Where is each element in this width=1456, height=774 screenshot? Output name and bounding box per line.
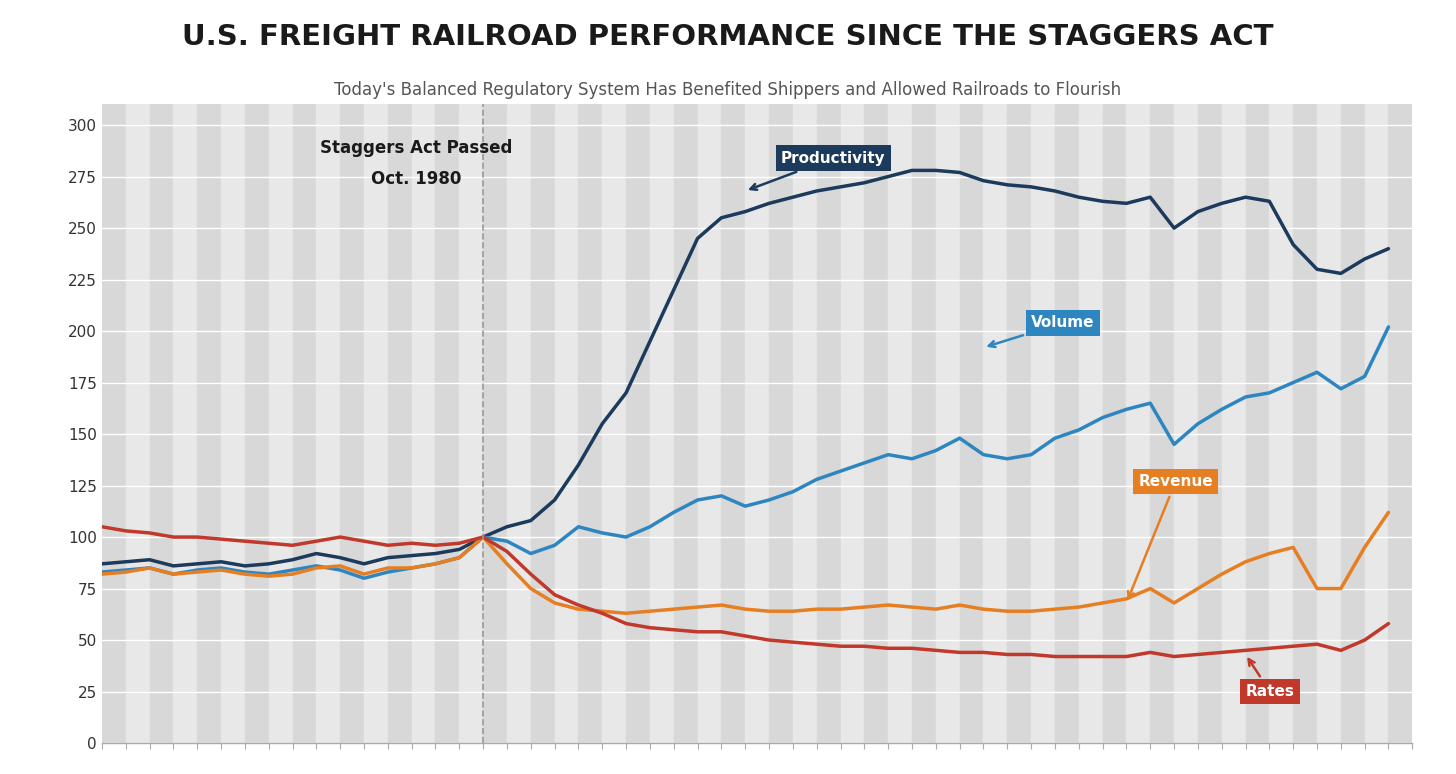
Bar — [983, 104, 1008, 743]
Bar — [197, 104, 221, 743]
Bar — [1102, 104, 1127, 743]
Bar — [697, 104, 721, 743]
Text: Rates: Rates — [1245, 659, 1294, 699]
Bar — [1222, 104, 1245, 743]
Text: Today's Balanced Regulatory System Has Benefited Shippers and Allowed Railroads : Today's Balanced Regulatory System Has B… — [335, 81, 1121, 99]
Bar — [1341, 104, 1364, 743]
Text: Volume: Volume — [989, 315, 1095, 347]
Bar — [745, 104, 769, 743]
Bar — [1031, 104, 1056, 743]
Bar — [102, 104, 125, 743]
Bar — [1364, 104, 1389, 743]
Bar — [1008, 104, 1031, 743]
Bar — [626, 104, 649, 743]
Bar — [125, 104, 150, 743]
Bar — [1174, 104, 1198, 743]
Bar — [364, 104, 387, 743]
Bar — [1318, 104, 1341, 743]
Bar — [936, 104, 960, 743]
Bar — [150, 104, 173, 743]
Bar — [840, 104, 865, 743]
Bar — [578, 104, 603, 743]
Bar — [459, 104, 483, 743]
Bar — [674, 104, 697, 743]
Bar — [269, 104, 293, 743]
Text: Revenue: Revenue — [1128, 474, 1213, 598]
Bar — [911, 104, 936, 743]
Bar — [960, 104, 983, 743]
Bar — [293, 104, 316, 743]
Bar — [1079, 104, 1102, 743]
Bar — [1389, 104, 1412, 743]
Text: Productivity: Productivity — [750, 151, 885, 190]
Bar — [1150, 104, 1174, 743]
Bar — [1056, 104, 1079, 743]
Bar — [387, 104, 412, 743]
Bar — [721, 104, 745, 743]
Bar — [316, 104, 341, 743]
Bar — [649, 104, 674, 743]
Bar — [794, 104, 817, 743]
Bar — [1245, 104, 1270, 743]
Bar — [1293, 104, 1318, 743]
Bar — [817, 104, 840, 743]
Bar — [483, 104, 507, 743]
Bar — [1198, 104, 1222, 743]
Bar — [603, 104, 626, 743]
Bar — [769, 104, 794, 743]
Bar — [531, 104, 555, 743]
Text: Staggers Act Passed: Staggers Act Passed — [320, 139, 513, 157]
Bar — [435, 104, 459, 743]
Bar — [507, 104, 531, 743]
Bar — [865, 104, 888, 743]
Text: Oct. 1980: Oct. 1980 — [371, 170, 462, 187]
Bar — [173, 104, 197, 743]
Bar — [341, 104, 364, 743]
Bar — [245, 104, 269, 743]
Text: U.S. FREIGHT RAILROAD PERFORMANCE SINCE THE STAGGERS ACT: U.S. FREIGHT RAILROAD PERFORMANCE SINCE … — [182, 23, 1274, 51]
Bar — [555, 104, 578, 743]
Bar — [1127, 104, 1150, 743]
Bar — [412, 104, 435, 743]
Bar — [1270, 104, 1293, 743]
Bar — [888, 104, 911, 743]
Bar — [221, 104, 245, 743]
